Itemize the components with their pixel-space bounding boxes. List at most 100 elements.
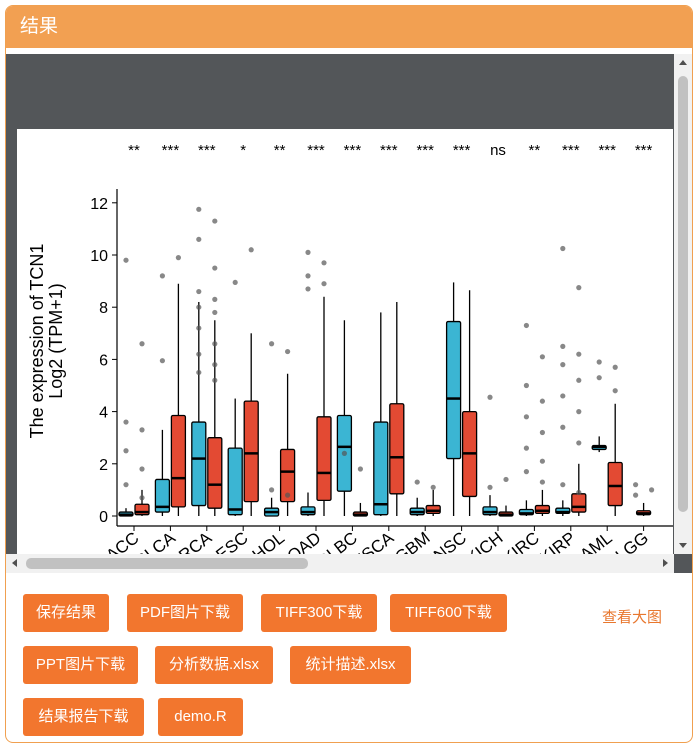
significance-label: *** bbox=[453, 142, 471, 159]
outlier-point bbox=[212, 296, 218, 302]
image-viewer[interactable]: 0 2 4 6 8 10 12 The expression of TCN1 Log2 (TPM… bbox=[6, 54, 692, 596]
outlier-point bbox=[539, 354, 546, 360]
outlier-point bbox=[123, 419, 129, 425]
significance-label: * bbox=[240, 142, 246, 159]
tumor-BLCA-box bbox=[170, 414, 187, 508]
tumor-GBM-box bbox=[425, 504, 441, 515]
outlier-point bbox=[539, 398, 546, 404]
outlier-point bbox=[633, 492, 639, 498]
outlier-point bbox=[633, 482, 639, 488]
view-large-link[interactable]: 查看大图 bbox=[602, 609, 663, 626]
outlier-point bbox=[305, 249, 311, 255]
scroll-up-icon[interactable] bbox=[679, 60, 687, 65]
significance-label: ** bbox=[274, 142, 286, 159]
results-panel: 结果 0 2 4 6 8 10 12 The expression of TCN1 Log2 (… bbox=[5, 5, 693, 743]
outlier-point bbox=[285, 348, 291, 355]
tumor-BRCA-box bbox=[207, 437, 223, 509]
outlier-point bbox=[232, 279, 238, 286]
outlier-point bbox=[196, 351, 202, 357]
outlier-point bbox=[560, 424, 566, 430]
normal-CESC-box bbox=[227, 447, 243, 516]
horizontal-scroll-thumb[interactable] bbox=[26, 558, 308, 569]
outlier-point bbox=[596, 375, 602, 381]
ppt-download-button[interactable]: PPT图片下载 bbox=[23, 646, 138, 684]
scroll-right-icon[interactable] bbox=[663, 559, 668, 567]
significance-label: *** bbox=[416, 142, 434, 159]
outlier-point bbox=[612, 388, 618, 394]
outlier-point bbox=[523, 414, 529, 420]
outlier-point bbox=[285, 492, 291, 498]
outlier-point bbox=[212, 218, 218, 224]
plot-image: 0 2 4 6 8 10 12 The expression of TCN1 Log2 (TPM… bbox=[17, 129, 673, 596]
outlier-point bbox=[212, 362, 218, 368]
report-download-button[interactable]: 结果报告下载 bbox=[23, 698, 144, 736]
significance-label: *** bbox=[198, 142, 216, 159]
significance-label: ns bbox=[490, 142, 506, 159]
outlier-point bbox=[123, 257, 129, 263]
significance-label: *** bbox=[307, 142, 325, 159]
significance-label: *** bbox=[635, 142, 653, 159]
scroll-down-icon[interactable] bbox=[679, 543, 687, 548]
y-tick-label: 0 bbox=[99, 509, 108, 526]
vertical-scroll-thumb[interactable] bbox=[678, 76, 688, 512]
outlier-point bbox=[305, 273, 311, 279]
outlier-point bbox=[139, 427, 145, 433]
outlier-point bbox=[487, 484, 493, 490]
significance-label: ** bbox=[128, 142, 140, 159]
tumor-LAML-box bbox=[607, 461, 623, 507]
outlier-point bbox=[139, 341, 145, 347]
outlier-point bbox=[612, 364, 618, 370]
tumor-KIRP-box bbox=[571, 493, 587, 513]
outlier-point bbox=[196, 369, 202, 376]
normal-COAD-box bbox=[300, 506, 316, 516]
normal-KICH-box bbox=[482, 506, 498, 516]
tiff600-download-button[interactable]: TIFF600下载 bbox=[390, 594, 507, 632]
outlier-point bbox=[196, 288, 202, 295]
outlier-point bbox=[576, 377, 582, 383]
y-tick-label: 10 bbox=[90, 248, 108, 265]
outlier-point bbox=[123, 482, 129, 488]
outlier-point bbox=[341, 450, 347, 456]
outlier-point bbox=[576, 285, 582, 291]
vertical-scrollbar[interactable] bbox=[674, 54, 692, 554]
tiff300-download-button[interactable]: TIFF300下载 bbox=[261, 594, 377, 632]
scroll-left-icon[interactable] bbox=[12, 559, 17, 567]
outlier-point bbox=[321, 260, 327, 266]
outlier-point bbox=[596, 359, 602, 365]
outlier-point bbox=[503, 476, 509, 483]
significance-label: *** bbox=[598, 142, 616, 159]
outlier-point bbox=[560, 393, 566, 399]
outlier-point bbox=[576, 409, 582, 415]
horizontal-scrollbar[interactable] bbox=[6, 554, 674, 573]
outlier-point bbox=[196, 206, 202, 212]
outlier-point bbox=[212, 377, 218, 383]
outlier-point bbox=[357, 466, 363, 472]
outlier-point bbox=[269, 341, 275, 347]
normal-BRCA-box bbox=[191, 421, 207, 507]
outlier-point bbox=[539, 429, 546, 436]
stats-description-button[interactable]: 统计描述.xlsx bbox=[290, 646, 411, 684]
analysis-data-button[interactable]: 分析数据.xlsx bbox=[155, 646, 273, 684]
outlier-point bbox=[523, 469, 529, 475]
tumor-COAD-box bbox=[316, 416, 332, 501]
outlier-point bbox=[212, 265, 218, 271]
outlier-point bbox=[321, 281, 327, 287]
tumor-CESC-box bbox=[243, 400, 259, 503]
y-axis-subtitle: Log2 (TPM+1) bbox=[46, 283, 66, 399]
demo-r-button[interactable]: demo.R bbox=[158, 698, 243, 736]
outlier-point bbox=[196, 236, 202, 242]
outlier-point bbox=[212, 309, 218, 316]
normal-BLCA-box bbox=[154, 478, 171, 513]
normal-HNSC-box bbox=[445, 320, 462, 460]
outlier-point bbox=[414, 479, 420, 485]
outlier-point bbox=[523, 322, 529, 329]
significance-label: *** bbox=[162, 142, 180, 159]
y-tick-label: 2 bbox=[99, 457, 108, 474]
outlier-point bbox=[196, 304, 202, 310]
outlier-point bbox=[139, 495, 145, 501]
outlier-point bbox=[576, 489, 582, 496]
save-result-button[interactable]: 保存结果 bbox=[23, 594, 109, 632]
y-tick-label: 6 bbox=[99, 352, 108, 369]
outlier-point bbox=[560, 362, 566, 368]
pdf-download-button[interactable]: PDF图片下载 bbox=[127, 594, 243, 632]
